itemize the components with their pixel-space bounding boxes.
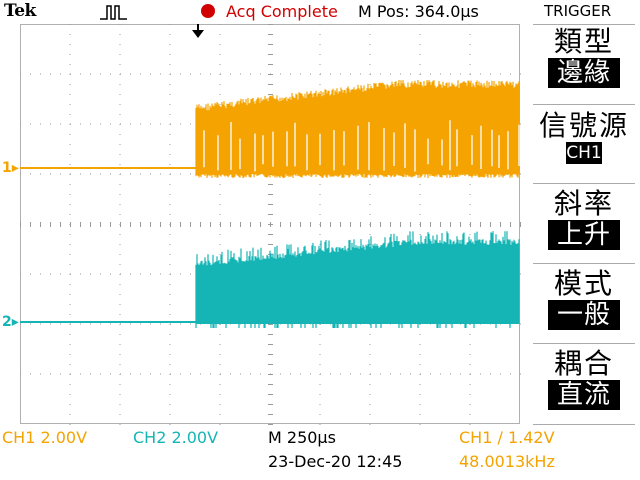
- menu-type-button[interactable]: 類型 邊緣: [533, 26, 635, 88]
- menu-slope-label: 斜率: [553, 187, 614, 220]
- acq-status: Acq Complete: [226, 2, 338, 21]
- m-pos-readout: M Pos: 364.0µs: [358, 2, 479, 21]
- menu-coupling-label: 耦合: [553, 347, 614, 380]
- trigger-position-icon: [191, 24, 205, 44]
- trigger-info-readout: CH1 ∕ 1.42V: [459, 428, 555, 447]
- waveform-display: [20, 24, 521, 425]
- ch2-marker: 2▸: [2, 314, 19, 330]
- menu-source-button[interactable]: 信號源 CH1: [533, 110, 635, 164]
- menu-source-value: CH1: [566, 142, 602, 164]
- menu-mode-label: 模式: [553, 267, 614, 300]
- record-icon: [201, 4, 215, 18]
- menu-coupling-button[interactable]: 耦合 直流: [533, 348, 635, 410]
- ch2-marker-arrow-icon: ▸: [11, 314, 19, 330]
- menu-type-label: 類型: [553, 25, 614, 58]
- menu-source-label: 信號源: [538, 109, 629, 142]
- menu-type-value: 邊緣: [548, 58, 620, 88]
- ch1-marker: 1▸: [2, 160, 19, 176]
- timebase-readout: M 250µs: [268, 428, 336, 447]
- brand-logo: Tek: [4, 1, 36, 21]
- datetime-readout: 23-Dec-20 12:45: [268, 452, 403, 471]
- menu-mode-value: 一般: [548, 300, 620, 330]
- trigger-menu-title: TRIGGER: [544, 2, 612, 20]
- ch2-scale-readout: CH2 2.00V: [133, 428, 219, 447]
- menu-slope-button[interactable]: 斜率 上升: [533, 188, 635, 250]
- ch1-waveform: [195, 80, 520, 178]
- ch1-marker-arrow-icon: ▸: [11, 160, 19, 176]
- ch2-waveform: [195, 231, 520, 328]
- trigger-level-icon: ◂: [508, 124, 515, 139]
- frequency-readout: 48.0013kHz: [459, 452, 555, 471]
- menu-coupling-value: 直流: [548, 380, 620, 410]
- pulse-icon: [99, 2, 129, 26]
- ch1-waveform-gaps: [203, 120, 520, 172]
- graticule-center-ticks: [20, 24, 521, 425]
- graticule: [20, 24, 521, 425]
- menu-slope-value: 上升: [548, 220, 620, 250]
- ch1-marker-label: 1: [2, 160, 12, 176]
- ch1-scale-readout: CH1 2.00V: [2, 428, 88, 447]
- menu-mode-button[interactable]: 模式 一般: [533, 268, 635, 330]
- ch2-marker-label: 2: [2, 314, 12, 330]
